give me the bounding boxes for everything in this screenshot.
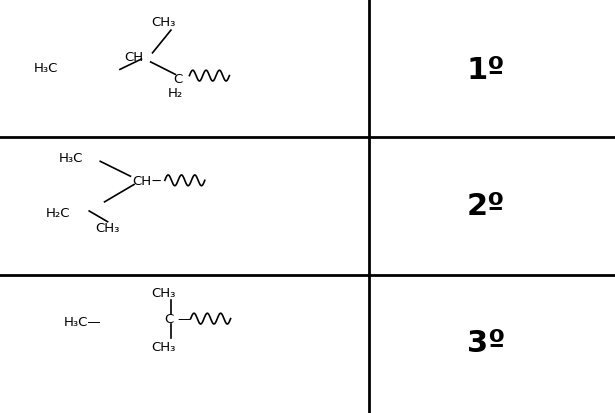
Text: CH: CH bbox=[124, 51, 144, 64]
Text: H₃C: H₃C bbox=[58, 151, 83, 164]
Text: H₃C: H₃C bbox=[34, 62, 58, 75]
Text: CH₃: CH₃ bbox=[95, 221, 120, 235]
Text: H₃C—: H₃C— bbox=[64, 315, 102, 328]
Text: 2º: 2º bbox=[467, 192, 505, 221]
Text: CH₃: CH₃ bbox=[151, 287, 175, 300]
Text: H₂: H₂ bbox=[168, 86, 183, 100]
Text: —: — bbox=[177, 312, 191, 325]
Text: C: C bbox=[173, 73, 183, 86]
Text: C: C bbox=[164, 312, 174, 325]
Text: 1º: 1º bbox=[467, 56, 505, 85]
Text: CH₃: CH₃ bbox=[151, 340, 175, 354]
Text: CH−: CH− bbox=[132, 174, 162, 188]
Text: 3º: 3º bbox=[467, 328, 505, 357]
Text: CH₃: CH₃ bbox=[151, 16, 175, 29]
Text: H₂C: H₂C bbox=[46, 206, 71, 219]
